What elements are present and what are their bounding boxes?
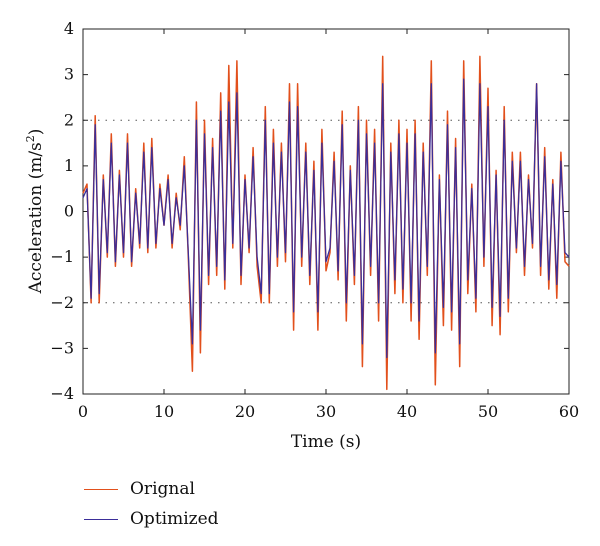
y-tick-label: 2 <box>64 110 74 129</box>
legend-swatch-orignal <box>84 488 118 490</box>
y-tick-label: 3 <box>64 65 74 84</box>
series-line-optimized <box>82 78 570 359</box>
legend-swatch-optimized <box>84 518 118 520</box>
x-tick-label: 10 <box>154 402 174 421</box>
legend-label-orignal: Orignal <box>130 479 195 499</box>
y-tick-label: −2 <box>50 293 74 312</box>
y-axis-title: Acceleration (m/s2) <box>24 129 46 295</box>
y-axis-title-main: Acceleration (m/s <box>26 142 46 294</box>
x-tick-label: 20 <box>235 402 255 421</box>
x-tick-label: 50 <box>478 402 498 421</box>
series-line-orignal <box>82 55 570 391</box>
x-tick-label: 0 <box>78 402 88 421</box>
y-tick-label: 4 <box>64 19 74 38</box>
legend-item-optimized: Optimized <box>84 504 219 534</box>
axis-ticks: 0 10 20 30 40 50 60 −4 −3 −2 −1 0 1 2 3 4 <box>50 19 579 421</box>
y-axis-title-close: ) <box>26 129 46 136</box>
y-tick-label: 1 <box>64 156 74 175</box>
legend-label-optimized: Optimized <box>130 509 219 529</box>
series-lines <box>82 55 570 391</box>
x-tick-label: 40 <box>397 402 417 421</box>
x-tick-label: 30 <box>316 402 336 421</box>
x-axis-title: Time (s) <box>291 432 361 452</box>
y-axis-title-sup: 2 <box>24 135 37 142</box>
x-tick-label: 60 <box>559 402 579 421</box>
legend-item-orignal: Orignal <box>84 474 219 504</box>
y-tick-label: −1 <box>50 247 74 266</box>
legend: Orignal Optimized <box>84 474 219 534</box>
y-tick-label: −3 <box>50 338 74 357</box>
plot-frame <box>82 28 570 395</box>
reference-lines <box>83 119 569 304</box>
y-tick-label: 0 <box>64 202 74 221</box>
y-tick-label: −4 <box>50 384 74 403</box>
